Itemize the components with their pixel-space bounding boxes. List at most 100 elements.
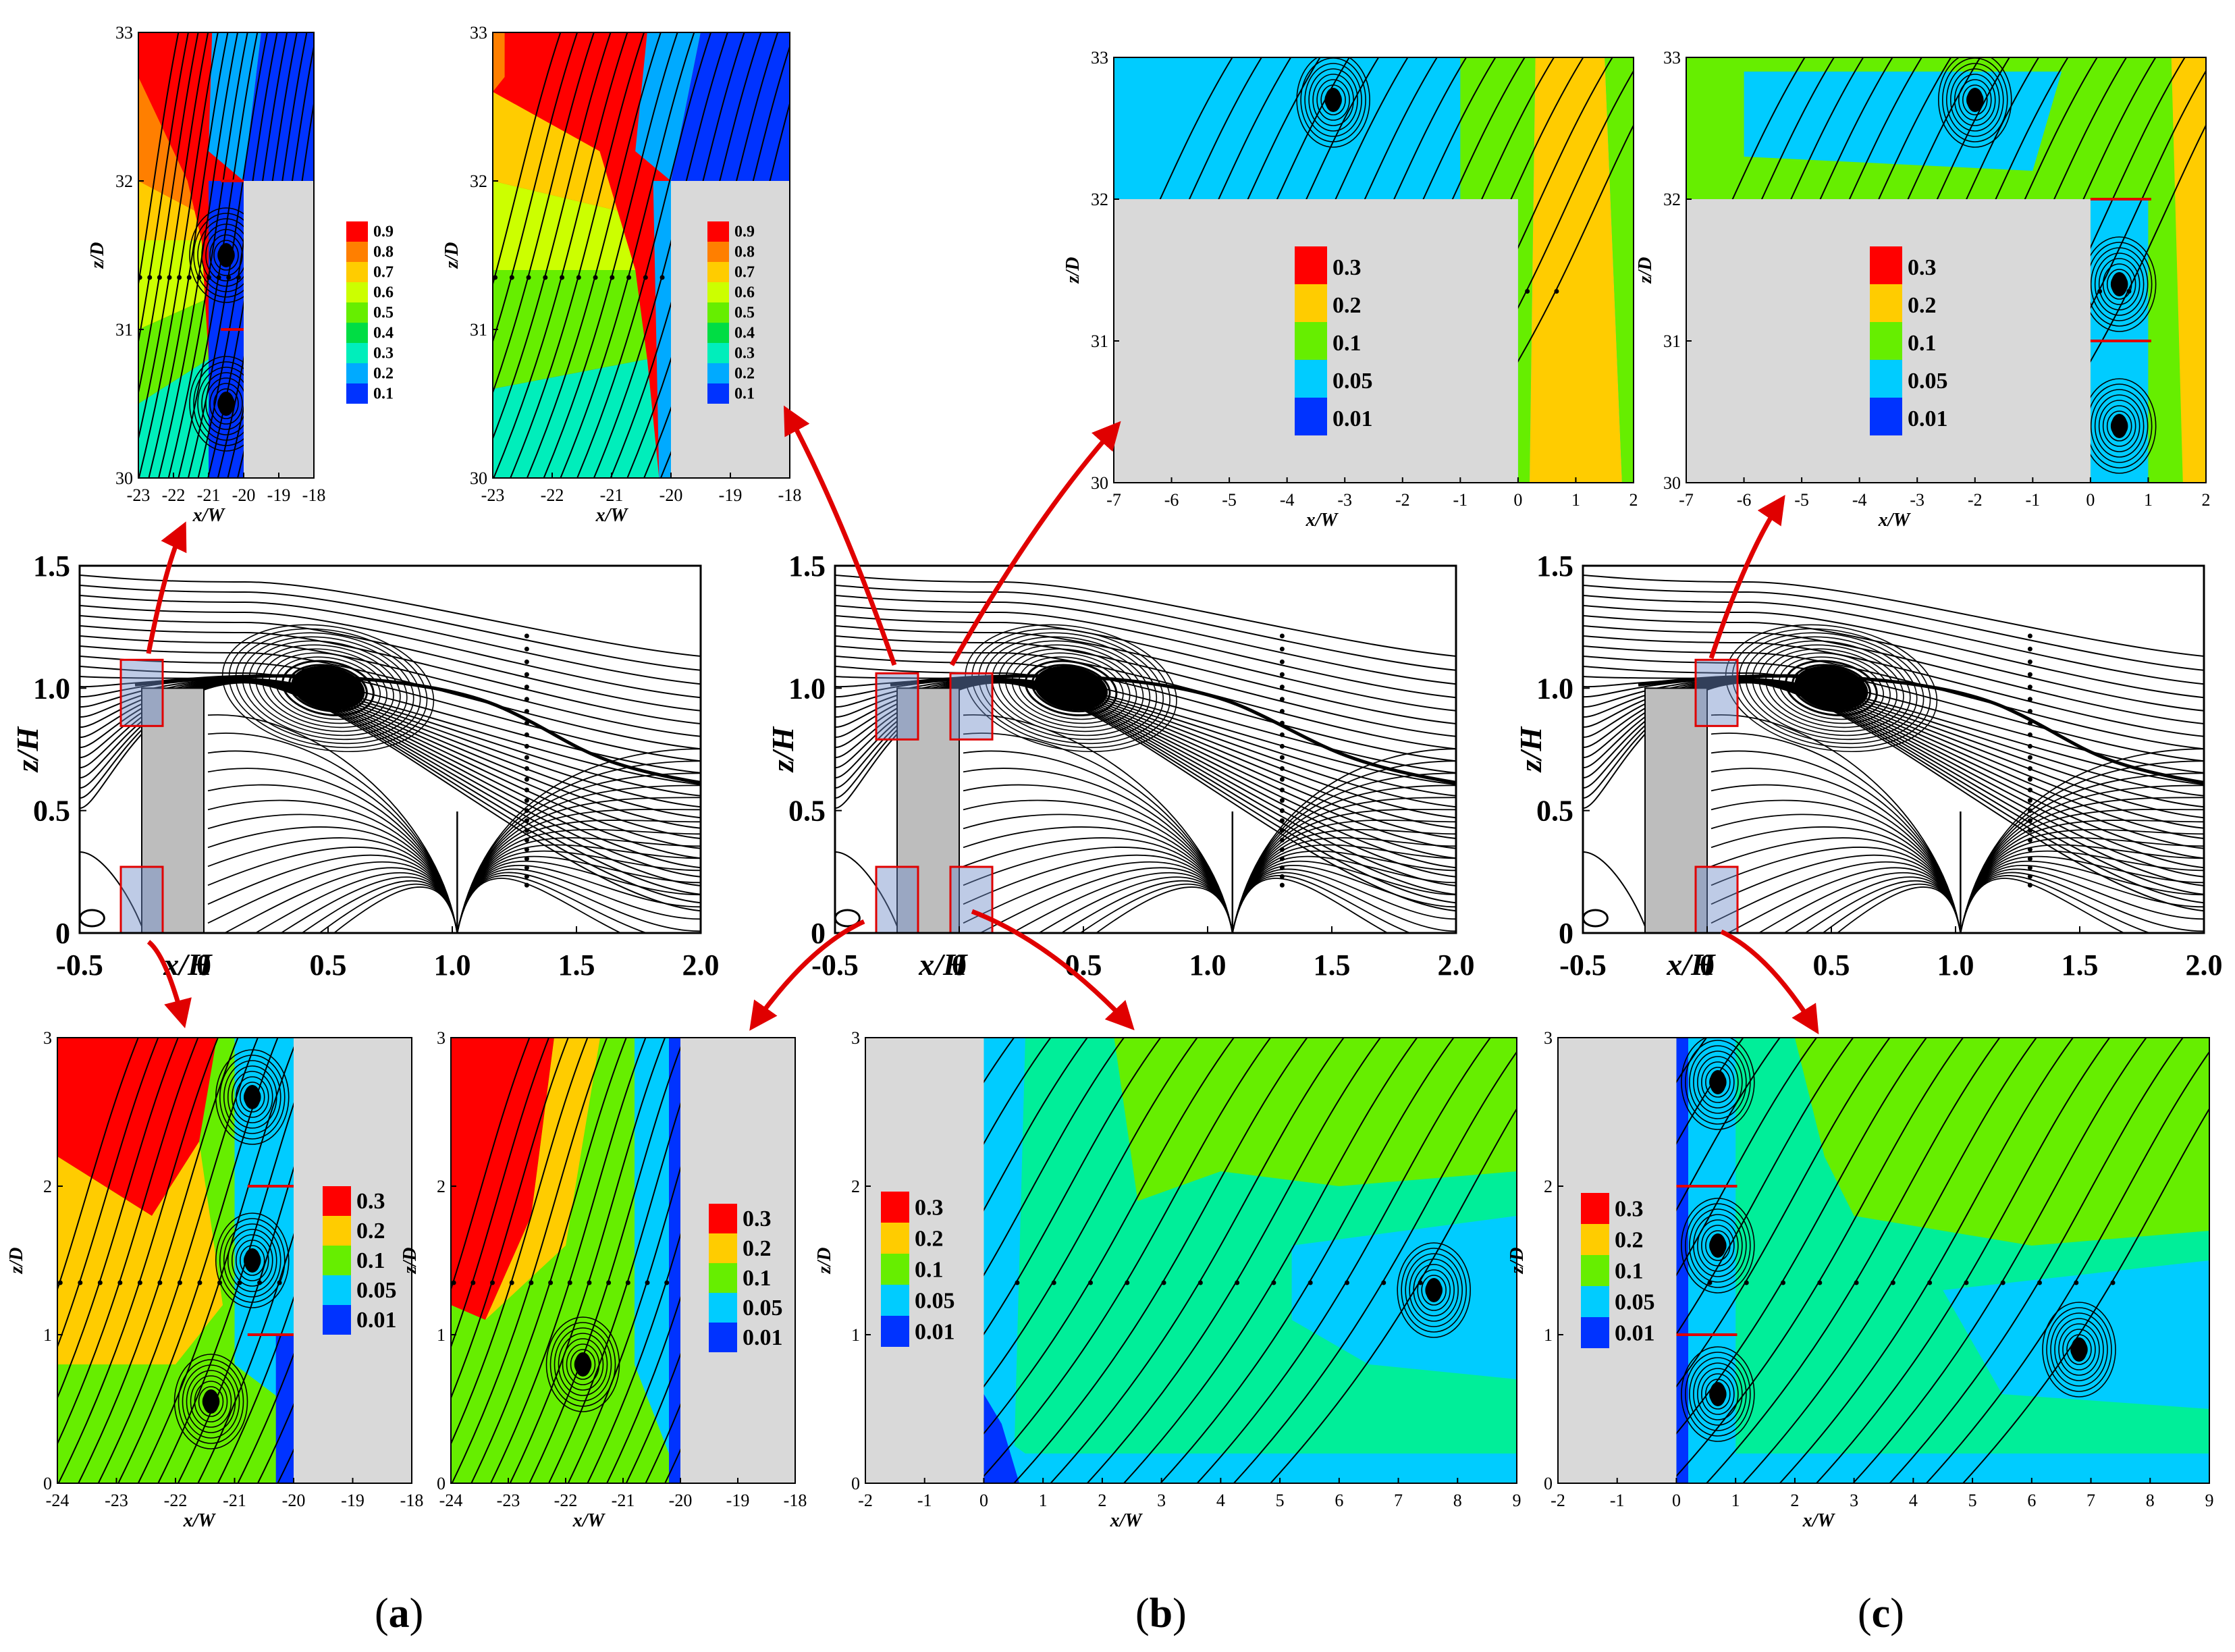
vortex-ring: [182, 1364, 240, 1439]
streamline: [1123, 1038, 1418, 1483]
streamline: [80, 575, 701, 657]
flow-dot: [524, 646, 529, 651]
streamline: [57, 1038, 219, 1483]
recirculation-streamline: [207, 854, 458, 933]
link-arrow: [971, 909, 1135, 1031]
recirculation-streamline: [963, 732, 1233, 933]
flow-dot: [157, 275, 162, 280]
y-tick-label: 1.0: [33, 672, 70, 705]
y-tick-label: 30: [115, 469, 133, 488]
flow-dot: [2027, 856, 2032, 861]
flow-dot: [1279, 882, 1285, 888]
legend-label: 0.6: [373, 284, 394, 302]
vortex-ring: [1738, 632, 1924, 745]
legend-label: 0.05: [1908, 369, 1948, 394]
streamline: [1583, 625, 2204, 724]
link-arrow: [1708, 495, 1785, 660]
vortex-ring: [1772, 652, 1891, 724]
x-tick-label: -21: [223, 1491, 246, 1510]
flow-dot: [1927, 1280, 1933, 1285]
vortex-ring: [2098, 400, 2140, 452]
vortex-ring: [235, 1240, 269, 1281]
flow-dot: [177, 1280, 182, 1285]
streamline: [940, 1038, 1235, 1483]
vortex-ring: [223, 1060, 281, 1134]
flow-dot: [451, 1280, 456, 1285]
flow-dot: [2027, 776, 2032, 782]
x-tick-label: 9: [2205, 1491, 2214, 1510]
corner-vortex: [80, 909, 105, 928]
link-arrow: [146, 940, 192, 1029]
caption-b: (b): [1135, 1590, 1187, 1638]
x-axis-label: x/W: [1802, 1510, 1836, 1531]
contour-region: [669, 1038, 680, 1483]
x-tick-label: -21: [197, 485, 221, 505]
legend-label: 0.1: [356, 1248, 385, 1273]
flow-dot: [1279, 776, 1285, 782]
recirculation-streamline: [1836, 886, 1962, 933]
flow-dot: [1525, 289, 1530, 294]
vortex-ring: [1701, 1061, 1735, 1103]
y-tick-label: 32: [1091, 190, 1108, 209]
y-tick-label: 0.5: [33, 795, 70, 828]
flow-dot: [197, 1280, 203, 1285]
legend-label: 0.01: [1615, 1321, 1655, 1346]
vortex-ring: [1024, 660, 1118, 717]
recirculation-streamline: [1711, 837, 1962, 933]
vortex-ring: [566, 1343, 600, 1385]
link-arrow: [1720, 929, 1819, 1035]
flow-dot: [137, 1280, 142, 1285]
legend-label: 0.3: [356, 1189, 385, 1214]
vortex-ring: [2046, 1307, 2112, 1392]
recirculation-streamline: [963, 799, 1233, 933]
vortex-ring: [221, 624, 435, 753]
b_main-streamlines: [835, 575, 1456, 933]
streamline: [57, 1038, 139, 1291]
x-tick-label: 2: [1630, 490, 1638, 510]
y-tick-label: 0: [55, 917, 70, 950]
legend-label: 0.1: [915, 1258, 944, 1283]
x-tick-label: 0: [979, 1491, 988, 1510]
x-tick-label: -24: [439, 1491, 463, 1510]
x-tick-label: 1.5: [558, 949, 595, 982]
legend-swatch: [1295, 322, 1327, 360]
x-tick-label: -18: [400, 1491, 424, 1510]
vortex-ring: [1405, 1253, 1463, 1327]
y-tick-label: 3: [437, 1028, 446, 1048]
vortex-ring: [1697, 1056, 1739, 1109]
y-tick-label: 0: [851, 1474, 860, 1493]
vortex-ring: [562, 1338, 604, 1391]
vortex-ring: [1689, 1045, 1747, 1119]
legend-label: 0.05: [356, 1278, 397, 1303]
legend-swatch: [1870, 360, 1902, 398]
y-tick-label: 0.5: [1536, 795, 1573, 828]
flow-dot: [490, 1280, 495, 1285]
vortex-ring: [223, 1223, 281, 1298]
x-tick-label: 2: [2202, 490, 2211, 510]
contour-region: [1794, 1038, 2209, 1246]
flow-dot: [1817, 1280, 1823, 1285]
vortex-ring: [545, 1316, 620, 1412]
legend-label: 0.7: [734, 264, 755, 282]
vortex-ring: [227, 1229, 277, 1292]
streamline: [138, 32, 199, 396]
streamline: [138, 32, 209, 442]
panel-a_top1: 0.90.80.70.60.50.40.30.20.1-23 -22 -21 -20-…: [87, 23, 394, 526]
flow-dot: [524, 865, 529, 870]
vortex-ring: [1758, 644, 1904, 732]
flow-dot: [1197, 1280, 1203, 1285]
x-tick-label: 1: [1571, 490, 1580, 510]
y-tick-label: 31: [115, 320, 133, 340]
x-tick-label: 0: [196, 949, 211, 982]
vortex-ring: [1693, 1214, 1743, 1277]
streamline: [1583, 645, 2204, 750]
vortex-core: [203, 1389, 219, 1414]
legend-label: 0.05: [915, 1289, 955, 1314]
x-tick-label: 0.5: [310, 949, 347, 982]
a_top1-building-region: [244, 181, 314, 478]
legend-label: 0.8: [734, 244, 755, 261]
flow-dot: [1890, 1280, 1895, 1285]
recirculation-streamline: [1711, 854, 1962, 933]
legend-label: 0.3: [373, 345, 394, 363]
panel-a_bot2: 0.3 0.2 0.1 0.05 0.01 -24 -23 -22 -21 -20 -19 -18 0 1…: [400, 1028, 807, 1531]
